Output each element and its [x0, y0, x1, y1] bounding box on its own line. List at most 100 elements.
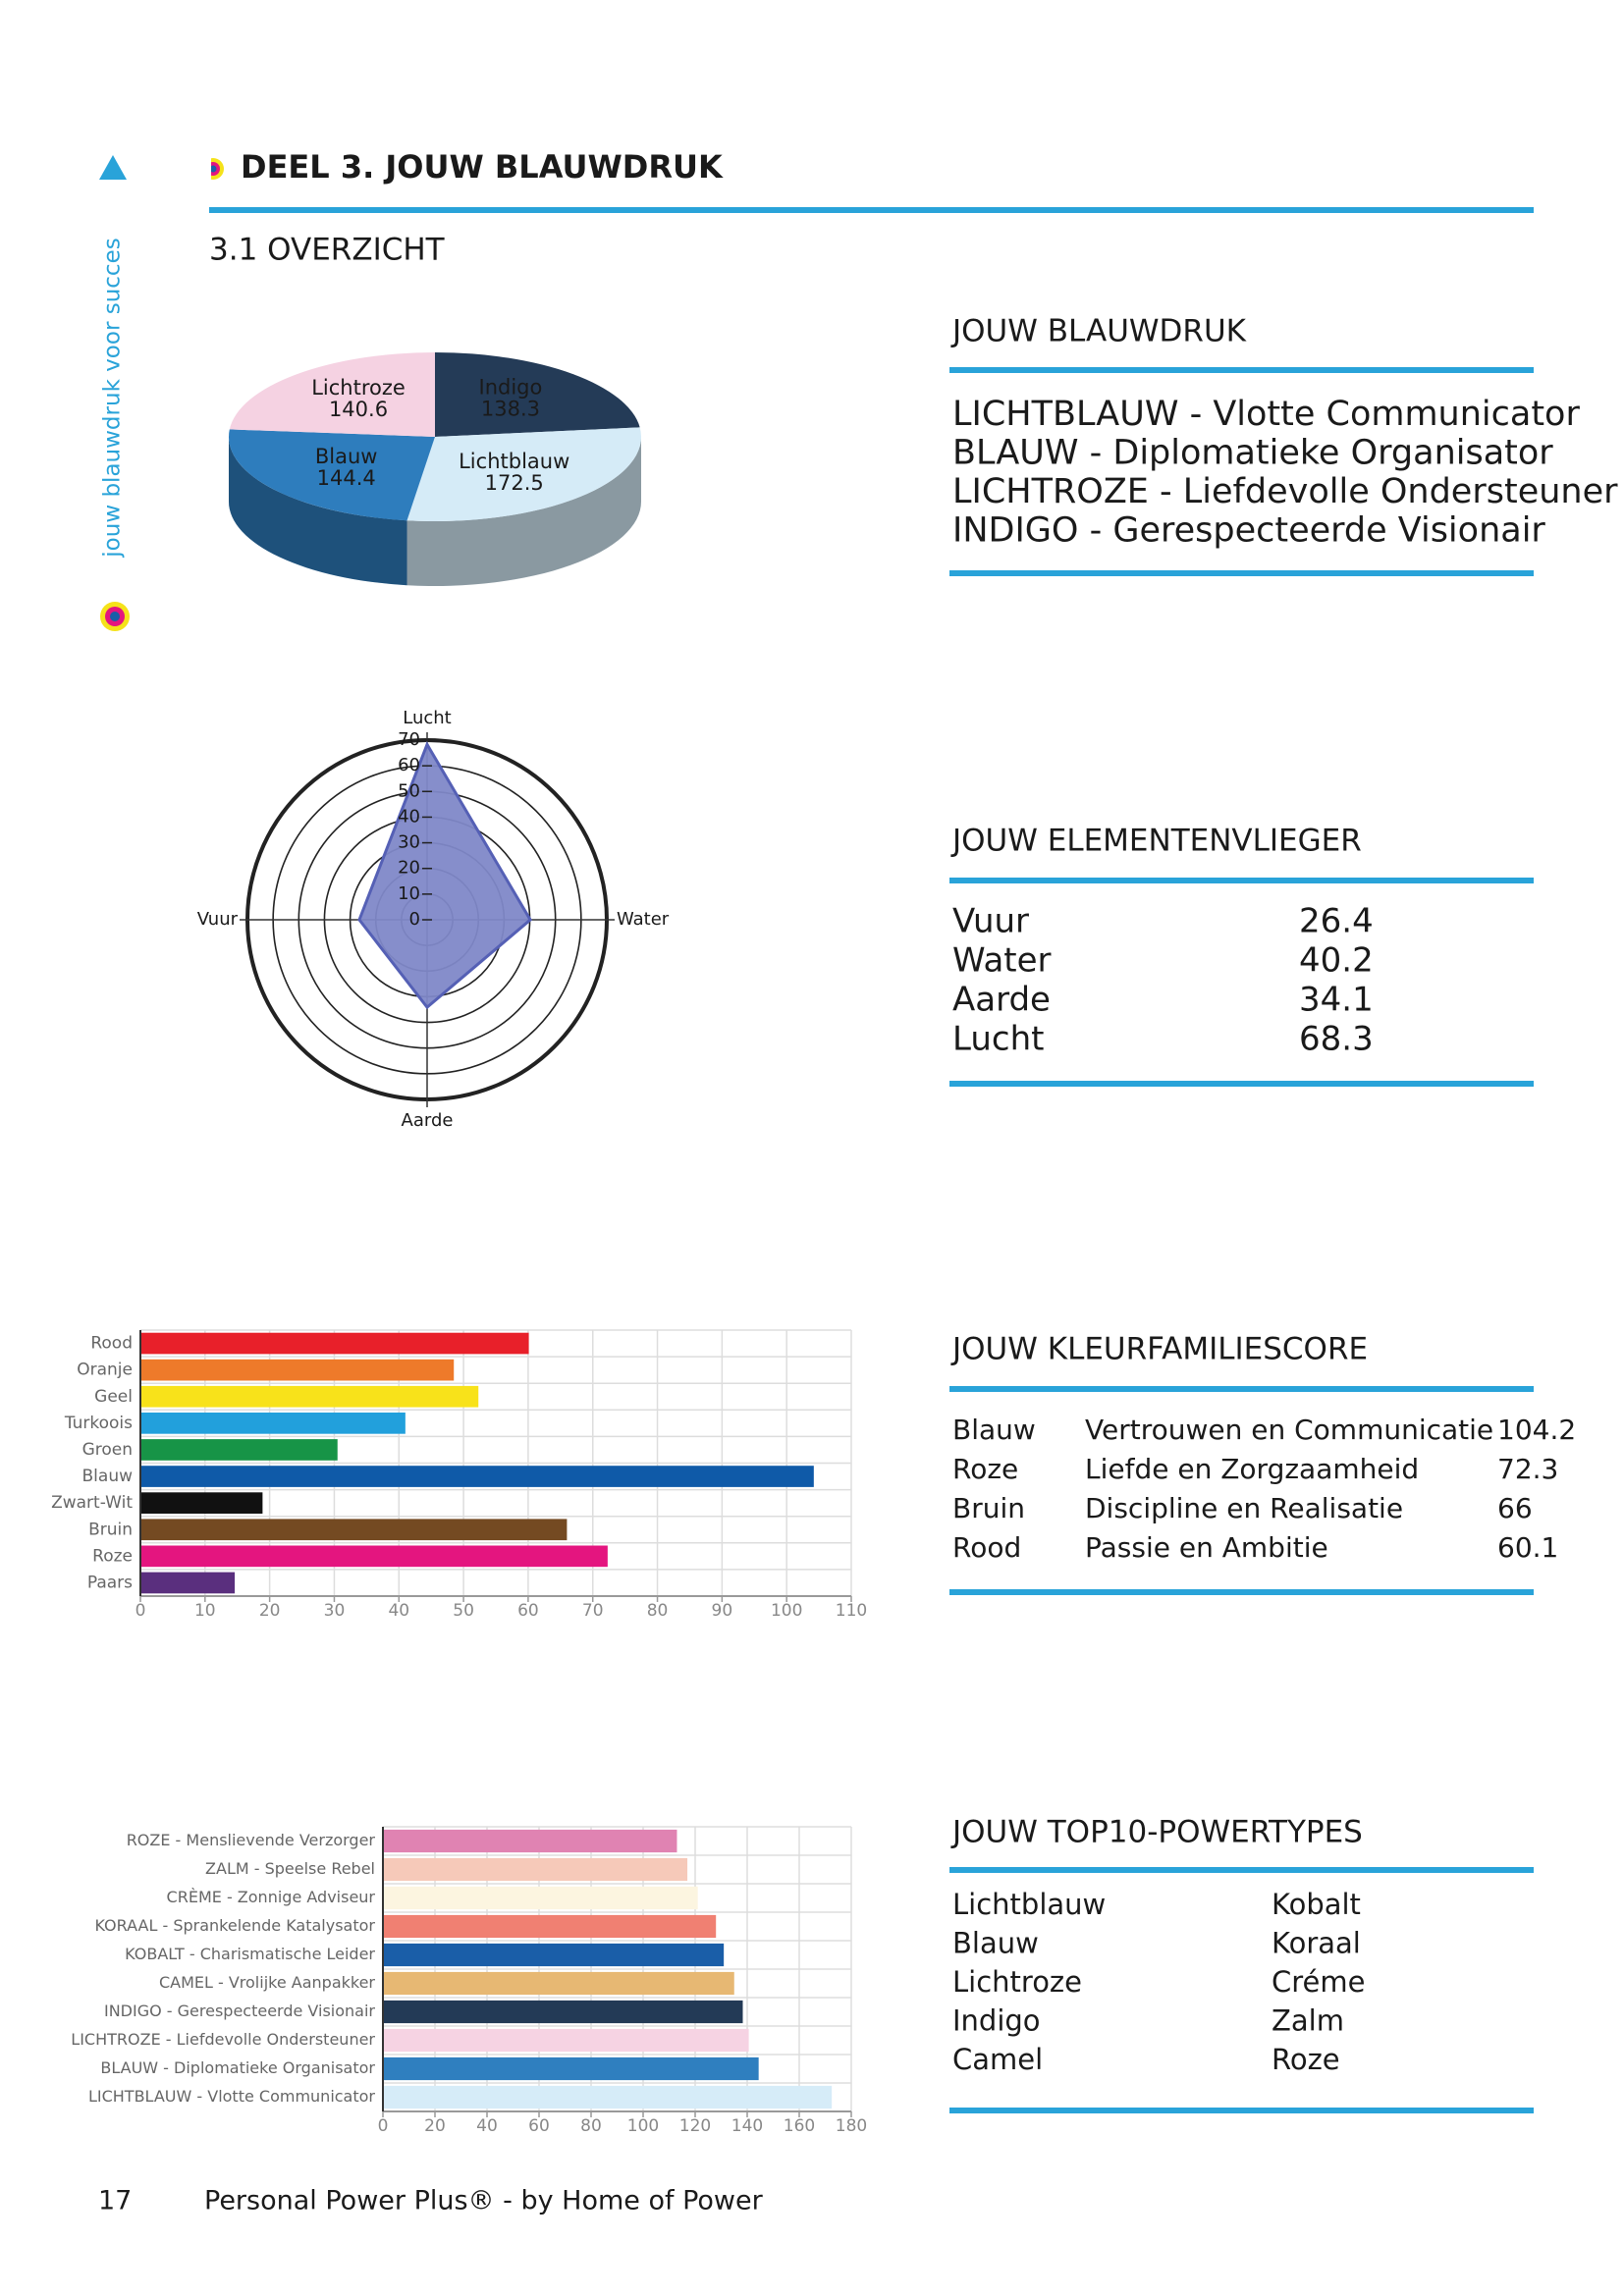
pie-slice: [229, 352, 435, 437]
category-label: Zwart-Wit: [51, 1493, 133, 1513]
icon-ring: [209, 165, 217, 173]
panel-title: JOUW ELEMENTENVLIEGER: [950, 824, 1362, 859]
category-label: LICHTROZE - Liefdevolle Ondersteuner: [71, 2030, 375, 2049]
panel-cell: 60.1: [1497, 1531, 1558, 1564]
radar-tick-label: 20: [398, 858, 420, 879]
pie-label: Lichtblauw: [459, 450, 569, 473]
category-label: BLAUW - Diplomatieke Organisator: [100, 2058, 375, 2077]
sidebar-icon: [100, 602, 130, 631]
bar: [140, 1439, 338, 1461]
panel-cell: 26.4: [1299, 902, 1374, 941]
x-tick-label: 70: [582, 1601, 604, 1621]
pie-value-label: 144.4: [317, 466, 376, 490]
panel-cell: 68.3: [1299, 1020, 1374, 1059]
pie-label: Lichtroze: [311, 376, 406, 400]
icon-ring: [110, 612, 120, 621]
panel-cell: Vuur: [952, 902, 1029, 941]
x-tick-label: 140: [731, 2116, 763, 2136]
panel-cell: Water: [952, 941, 1052, 981]
pie-slice: [435, 352, 640, 437]
panel-cell: Aarde: [952, 981, 1051, 1020]
bar: [140, 1466, 814, 1487]
panel-cell: Discipline en Realisatie: [1085, 1492, 1403, 1524]
panel-cell: Zalm: [1272, 2004, 1344, 2038]
pie-slice: [229, 429, 435, 521]
x-tick-label: 80: [647, 1601, 669, 1621]
bar: [140, 1519, 568, 1541]
radar-axis-label: Aarde: [402, 1110, 454, 1131]
bar: [383, 1829, 677, 1853]
panel-title: JOUW KLEURFAMILIESCORE: [950, 1332, 1368, 1367]
panel-cell: Koraal: [1272, 1927, 1361, 1960]
panel-cell: Blauw: [952, 1927, 1039, 1960]
x-tick-label: 100: [627, 2116, 659, 2136]
category-label: Geel: [94, 1387, 133, 1407]
category-label: Bruin: [88, 1520, 133, 1539]
bar: [140, 1545, 608, 1568]
x-tick-label: 100: [771, 1601, 802, 1621]
x-tick-label: 180: [836, 2116, 867, 2136]
category-label: ROZE - Menslievende Verzorger: [127, 1831, 376, 1849]
panel-title: JOUW BLAUWDRUK: [950, 314, 1247, 349]
panel-cell: LICHTBLAUW - Vlotte Communicator: [952, 395, 1580, 434]
bar: [383, 2085, 833, 2109]
x-tick-label: 60: [528, 2116, 550, 2136]
bar: [383, 2000, 743, 2024]
pie-side-shade: [406, 437, 642, 586]
bar: [140, 1492, 263, 1514]
radar-tick-label: 30: [398, 832, 420, 853]
radar-tick-label: 10: [398, 883, 420, 904]
panel-cell: Liefde en Zorgzaamheid: [1085, 1453, 1419, 1485]
x-tick-label: 120: [679, 2116, 711, 2136]
radar-axis-label: Lucht: [403, 708, 451, 728]
section-title: DEEL 3. JOUW BLAUWDRUK: [241, 148, 724, 186]
bar: [383, 1914, 717, 1939]
bar: [140, 1359, 455, 1381]
pie-slice: [406, 427, 641, 521]
panel-cell: 66: [1497, 1492, 1533, 1524]
panel-cell: Lichtroze: [952, 1965, 1082, 1999]
panel-cell: Kobalt: [1272, 1888, 1361, 1921]
radar-tick-label: 70: [398, 729, 420, 750]
radar-axis-label: Water: [617, 909, 670, 930]
pie-side: [406, 437, 642, 586]
category-label: Rood: [90, 1334, 133, 1354]
category-label: ZALM - Speelse Rebel: [205, 1859, 375, 1878]
footer-text: Personal Power Plus® - by Home of Power: [204, 2186, 764, 2216]
x-tick-label: 50: [453, 1601, 474, 1621]
bar: [140, 1572, 236, 1594]
panel-cell: 40.2: [1299, 941, 1374, 981]
x-tick-label: 90: [712, 1601, 733, 1621]
x-tick-label: 30: [324, 1601, 346, 1621]
radar-tick-label: 50: [398, 780, 420, 801]
radar-tick-label: 0: [409, 909, 420, 930]
panel-cell: Roze: [1272, 2043, 1340, 2076]
x-tick-label: 0: [135, 1601, 146, 1621]
x-tick-label: 60: [517, 1601, 539, 1621]
radar-axis-label: Vuur: [197, 909, 239, 930]
sidebar-text: jouw blauwdruk voor succes: [100, 238, 126, 558]
triangle-icon: [99, 155, 127, 180]
category-label: INDIGO - Gerespecteerde Visionair: [104, 2002, 375, 2020]
category-label: Turkoois: [64, 1414, 133, 1433]
panel-cell: Blauw: [952, 1414, 1036, 1446]
radar-tick-label: 40: [398, 806, 420, 827]
panel-cell: Roze: [952, 1453, 1018, 1485]
panel-cell: Indigo: [952, 2004, 1041, 2038]
subsection-title: 3.1 OVERZICHT: [209, 233, 446, 268]
bar: [383, 1943, 725, 1967]
bar: [383, 2056, 759, 2081]
radar-tick-label: 60: [398, 755, 420, 775]
x-tick-label: 20: [424, 2116, 446, 2136]
x-tick-label: 40: [476, 2116, 498, 2136]
header-icon: [202, 157, 224, 181]
category-label: CRÈME - Zonnige Adviseur: [167, 1888, 376, 1906]
category-label: KORAAL - Sprankelende Katalysator: [94, 1916, 375, 1935]
bar: [140, 1332, 529, 1355]
panel-cell: Passie en Ambitie: [1085, 1531, 1328, 1564]
panel-cell: Vertrouwen en Communicatie: [1085, 1414, 1493, 1446]
category-label: Roze: [92, 1546, 133, 1566]
